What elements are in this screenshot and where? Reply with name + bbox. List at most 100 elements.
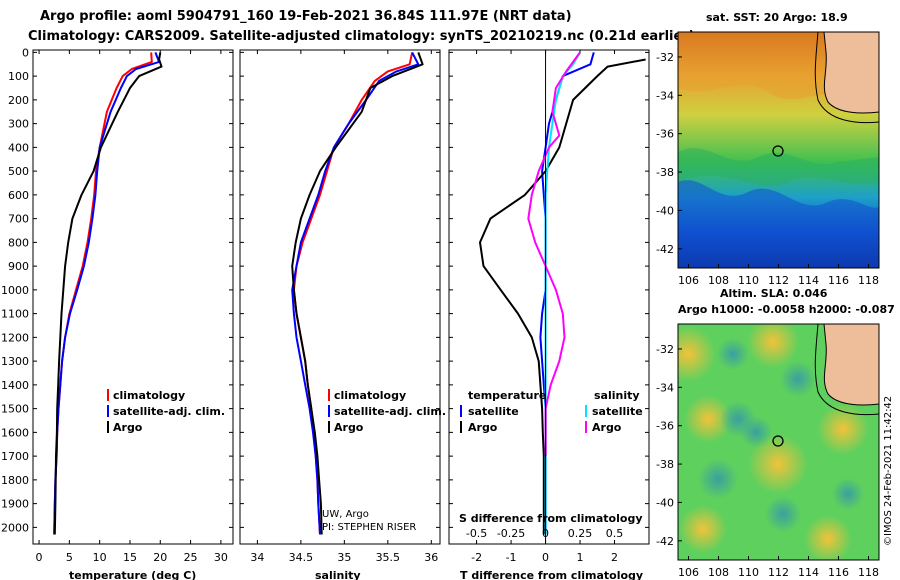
salinity-x-ticks: 34 34.5 35 35.5 36 bbox=[250, 50, 438, 564]
depth-tick-label: 100 bbox=[8, 70, 29, 83]
depth-tick-label: 600 bbox=[8, 189, 29, 202]
series-line-argo bbox=[291, 52, 424, 535]
s-tick-label: 0.25 bbox=[568, 527, 593, 540]
s-tick-label: 0 bbox=[542, 527, 549, 540]
salinity-xlabel: salinity bbox=[315, 569, 361, 580]
s-difference-label: S difference from climatology bbox=[459, 512, 643, 525]
x-tick-label: 34.5 bbox=[289, 551, 314, 564]
t-difference-xlabel: T difference from climatology bbox=[460, 569, 643, 580]
x-tick-label: 10 bbox=[93, 551, 107, 564]
imos-stamp: ©IMOS 24-Feb-2021 11:42:42 bbox=[883, 396, 894, 546]
depth-tick-label: 1400 bbox=[1, 379, 29, 392]
depth-tick-label: 1000 bbox=[1, 284, 29, 297]
x-tick-label: 0 bbox=[36, 551, 43, 564]
difference-y-ticks bbox=[449, 51, 649, 528]
series-line-s-argo bbox=[527, 51, 581, 457]
sla-high-blob bbox=[747, 324, 799, 368]
sst-map-panel: sat. SST: 20 Argo: 18.9 106 108 110 112 114 1… bbox=[656, 11, 880, 287]
map-lat-label: -32 bbox=[656, 51, 674, 64]
sst-map bbox=[678, 32, 879, 268]
sla-high-blob bbox=[748, 434, 808, 494]
map-lon-label: 110 bbox=[738, 566, 759, 579]
series-line-t-argo bbox=[479, 58, 646, 535]
map-lat-label: -42 bbox=[656, 535, 674, 548]
temperature-xlabel: temperature (deg C) bbox=[69, 569, 196, 580]
map-lon-label: 108 bbox=[708, 566, 729, 579]
map-lat-label: -36 bbox=[656, 420, 674, 433]
sla-low-blob bbox=[717, 338, 749, 370]
x-tick-label: 35 bbox=[337, 551, 351, 564]
sla-map-title: Altim. SLA: 0.046 bbox=[720, 287, 828, 300]
map-lon-label: 112 bbox=[768, 274, 789, 287]
sla-low-blob bbox=[698, 459, 738, 499]
sla-map bbox=[678, 324, 879, 560]
map-lon-label: 116 bbox=[828, 274, 849, 287]
depth-tick-label: 400 bbox=[8, 141, 29, 154]
s-tick-label: 0.5 bbox=[606, 527, 624, 540]
legend-temperature-heading: temperature bbox=[468, 389, 546, 402]
legend-climatology: climatology bbox=[334, 389, 406, 402]
depth-tick-label: 800 bbox=[8, 236, 29, 249]
x-tick-label: 5 bbox=[66, 551, 73, 564]
depth-tick-label: 1900 bbox=[1, 498, 29, 511]
sla-low-blob bbox=[780, 361, 816, 397]
legend-t-argo: Argo bbox=[468, 421, 498, 434]
legend-s-argo: Argo bbox=[592, 421, 622, 434]
difference-lines bbox=[479, 50, 646, 544]
legend-s-satellite: satellite bbox=[592, 405, 643, 418]
sst-map-title: sat. SST: 20 Argo: 18.9 bbox=[706, 11, 848, 24]
legend-argo: Argo bbox=[334, 421, 364, 434]
depth-tick-label: 700 bbox=[8, 213, 29, 226]
depth-tick-label: 1600 bbox=[1, 426, 29, 439]
legend-satellite: satellite-adj. clim. bbox=[113, 405, 225, 418]
sla-high-blob bbox=[804, 515, 852, 560]
depth-tick-label: 1700 bbox=[1, 450, 29, 463]
sla-map-ticks: 106 108 110 112 114 116 118 -32 -34 -36 -38 -40 -42 bbox=[656, 343, 879, 579]
legend-climatology: climatology bbox=[113, 389, 185, 402]
map-lat-label: -38 bbox=[656, 458, 674, 471]
sla-low-blob bbox=[765, 496, 801, 532]
legend-t-satellite: satellite bbox=[468, 405, 519, 418]
salinity-panel: 34 34.5 35 35.5 36 salinity climatology sate… bbox=[239, 49, 446, 580]
map-lat-label: -32 bbox=[656, 343, 674, 356]
legend-salinity-heading: salinity bbox=[594, 389, 640, 402]
map-lon-label: 106 bbox=[678, 566, 699, 579]
depth-tick-label: 900 bbox=[8, 260, 29, 273]
map-lat-label: -34 bbox=[656, 381, 674, 394]
x-tick-label: 0 bbox=[542, 551, 549, 564]
salinity-legend: climatology satellite-adj. clim. Argo bbox=[328, 389, 446, 434]
x-tick-label: -2 bbox=[471, 551, 482, 564]
s-difference-ticks: -0.5 -0.25 0 0.25 0.5 bbox=[466, 527, 623, 540]
sst-map-ticks: 106 108 110 112 114 116 118 -32 -34 -36 -38 -40 -42 bbox=[656, 51, 879, 287]
depth-tick-label: 2000 bbox=[1, 521, 29, 534]
sla-map-panel: Altim. SLA: 0.046 Argo h1000: -0.0058 h2… bbox=[656, 287, 895, 579]
depth-tick-label: 300 bbox=[8, 118, 29, 131]
s-tick-label: -0.25 bbox=[497, 527, 525, 540]
bathymetry-contour bbox=[814, 32, 879, 124]
float-owner: UW, Argo bbox=[322, 509, 369, 520]
map-lat-label: -34 bbox=[656, 89, 674, 102]
temperature-frame bbox=[32, 49, 234, 545]
depth-tick-label: 1200 bbox=[1, 331, 29, 344]
x-tick-label: -1 bbox=[506, 551, 517, 564]
australia-land bbox=[823, 324, 879, 406]
x-tick-label: 15 bbox=[123, 551, 137, 564]
map-lon-label: 114 bbox=[798, 274, 819, 287]
depth-tick-label: 200 bbox=[8, 94, 29, 107]
salinity-lines bbox=[291, 51, 424, 535]
sst-cool-band bbox=[678, 180, 879, 268]
difference-panel: -2 -1 0 1 2 -0.5 -0.25 0 0.25 0.5 S difference f… bbox=[448, 49, 650, 580]
map-lon-label: 108 bbox=[708, 274, 729, 287]
map-lon-label: 112 bbox=[768, 566, 789, 579]
map-lon-label: 118 bbox=[858, 566, 879, 579]
float-pi: PI: STEPHEN RISER bbox=[322, 522, 416, 533]
map-lat-label: -40 bbox=[656, 204, 674, 217]
sla-low-blob bbox=[832, 478, 864, 510]
map-lon-label: 116 bbox=[828, 566, 849, 579]
series-line-argo bbox=[53, 52, 163, 535]
legend-argo: Argo bbox=[113, 421, 143, 434]
x-tick-label: 30 bbox=[214, 551, 228, 564]
sla-high-blob bbox=[817, 403, 869, 455]
s-tick-label: -0.5 bbox=[466, 527, 487, 540]
